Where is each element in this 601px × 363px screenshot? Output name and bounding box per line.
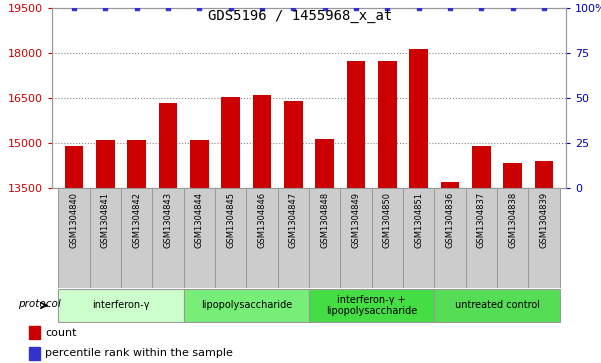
- Point: [226, 5, 236, 11]
- Bar: [284, 101, 303, 188]
- Bar: [466, 188, 497, 288]
- Bar: [278, 188, 309, 288]
- Bar: [121, 188, 152, 288]
- Bar: [435, 188, 466, 288]
- Bar: [441, 182, 459, 188]
- Text: GSM1304844: GSM1304844: [195, 192, 204, 248]
- Text: GDS5196 / 1455968_x_at: GDS5196 / 1455968_x_at: [209, 9, 392, 23]
- Bar: [64, 146, 84, 188]
- Text: GSM1304839: GSM1304839: [540, 192, 549, 248]
- Bar: [435, 289, 560, 322]
- Bar: [316, 139, 334, 188]
- Bar: [378, 61, 397, 188]
- Bar: [221, 97, 240, 188]
- Text: GSM1304849: GSM1304849: [352, 192, 361, 248]
- Bar: [497, 188, 528, 288]
- Point: [351, 5, 361, 11]
- Bar: [90, 188, 121, 288]
- Text: GSM1304843: GSM1304843: [163, 192, 172, 248]
- Bar: [58, 289, 184, 322]
- Point: [195, 5, 204, 11]
- Bar: [371, 188, 403, 288]
- Bar: [29, 326, 40, 339]
- Text: GSM1304845: GSM1304845: [226, 192, 235, 248]
- Point: [477, 5, 486, 11]
- Text: protocol: protocol: [18, 299, 61, 309]
- Bar: [309, 289, 435, 322]
- Bar: [503, 163, 522, 188]
- Bar: [184, 289, 309, 322]
- Point: [320, 5, 329, 11]
- Bar: [29, 347, 40, 360]
- Bar: [472, 146, 491, 188]
- Point: [539, 5, 549, 11]
- Bar: [409, 49, 428, 188]
- Point: [69, 5, 79, 11]
- Bar: [96, 140, 115, 188]
- Bar: [246, 188, 278, 288]
- Text: GSM1304838: GSM1304838: [508, 192, 517, 248]
- Text: count: count: [45, 327, 76, 338]
- Point: [132, 5, 141, 11]
- Bar: [340, 188, 371, 288]
- Point: [508, 5, 517, 11]
- Bar: [58, 188, 90, 288]
- Text: GSM1304850: GSM1304850: [383, 192, 392, 248]
- Text: interferon-γ: interferon-γ: [92, 301, 150, 310]
- Text: percentile rank within the sample: percentile rank within the sample: [45, 348, 233, 358]
- Point: [100, 5, 110, 11]
- Point: [445, 5, 455, 11]
- Point: [383, 5, 392, 11]
- Text: GSM1304837: GSM1304837: [477, 192, 486, 248]
- Point: [288, 5, 298, 11]
- Text: GSM1304847: GSM1304847: [289, 192, 298, 248]
- Bar: [127, 140, 146, 188]
- Bar: [528, 188, 560, 288]
- Point: [163, 5, 172, 11]
- Bar: [309, 188, 340, 288]
- Bar: [535, 161, 554, 188]
- Point: [257, 5, 267, 11]
- Text: GSM1304836: GSM1304836: [445, 192, 454, 248]
- Bar: [190, 140, 209, 188]
- Text: untreated control: untreated control: [454, 301, 540, 310]
- Bar: [347, 61, 365, 188]
- Text: GSM1304848: GSM1304848: [320, 192, 329, 248]
- Text: GSM1304840: GSM1304840: [70, 192, 79, 248]
- Text: GSM1304846: GSM1304846: [257, 192, 266, 248]
- Bar: [252, 95, 272, 188]
- Bar: [184, 188, 215, 288]
- Bar: [215, 188, 246, 288]
- Text: GSM1304851: GSM1304851: [414, 192, 423, 248]
- Point: [414, 5, 424, 11]
- Bar: [159, 102, 177, 188]
- Bar: [152, 188, 184, 288]
- Text: interferon-γ +
lipopolysaccharide: interferon-γ + lipopolysaccharide: [326, 295, 417, 316]
- Text: lipopolysaccharide: lipopolysaccharide: [201, 301, 292, 310]
- Text: GSM1304842: GSM1304842: [132, 192, 141, 248]
- Bar: [403, 188, 435, 288]
- Text: GSM1304841: GSM1304841: [101, 192, 110, 248]
